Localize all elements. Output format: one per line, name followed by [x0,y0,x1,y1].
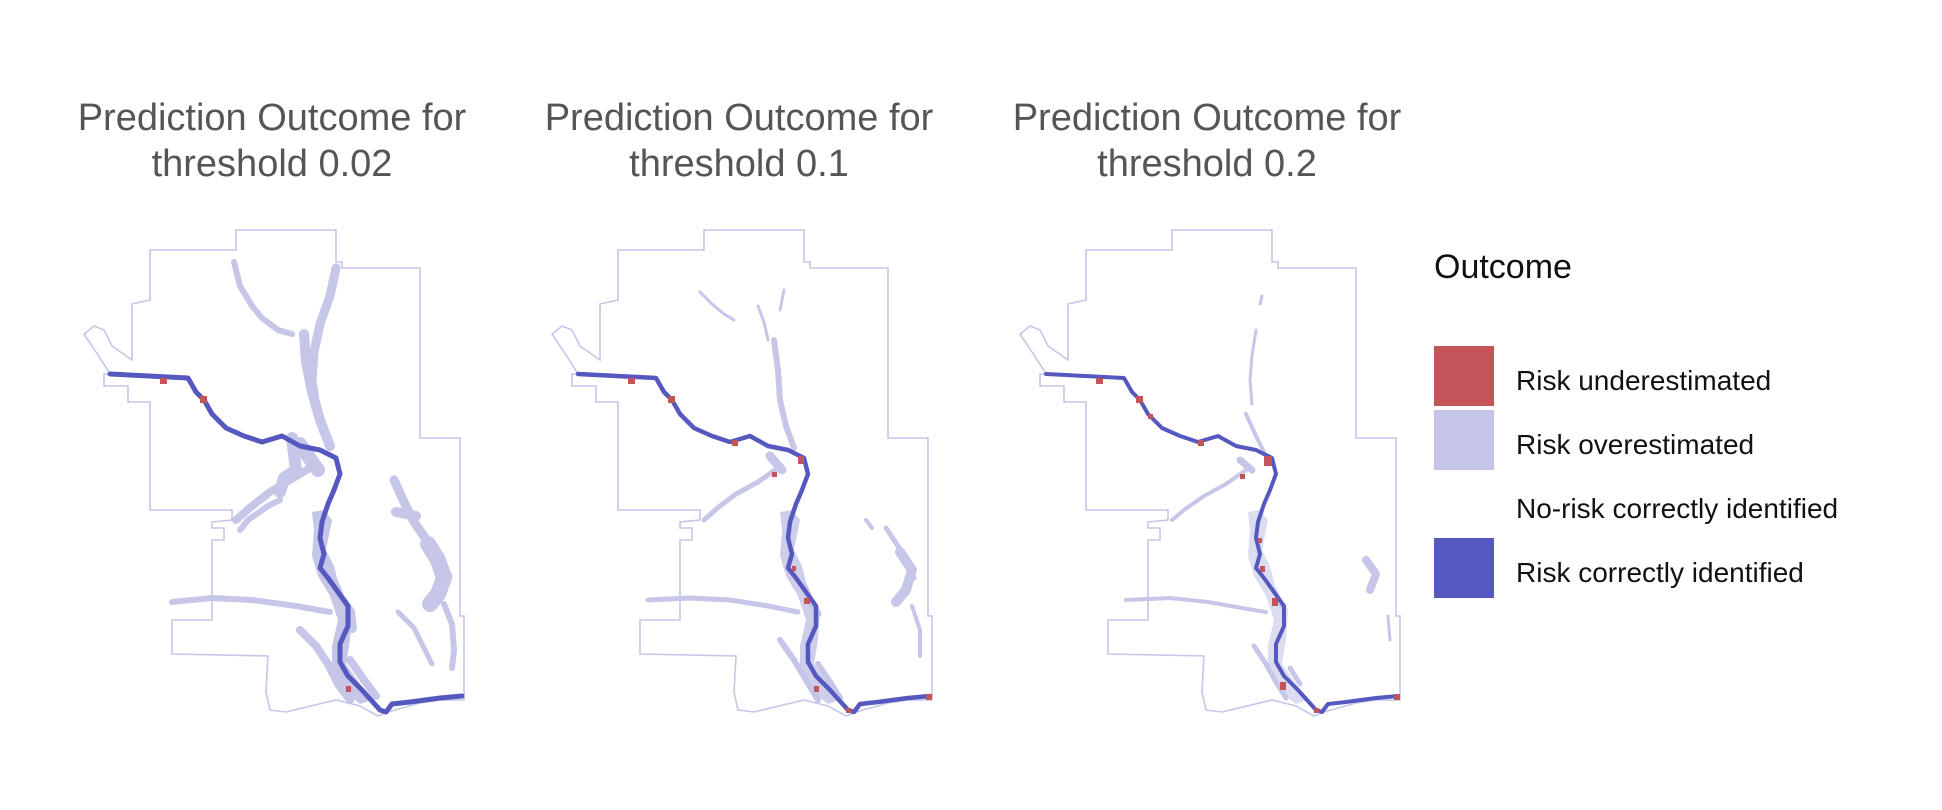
legend-label-overestimated: Risk overestimated [1516,429,1754,460]
panel-title-line2: threshold 0.1 [629,143,849,185]
city-boundary [551,229,933,717]
panel-threshold-002: Prediction Outcome for threshold 0.02 [78,97,467,717]
legend-swatch-underestimated [1434,346,1494,406]
panel-title-line2: threshold 0.2 [1097,143,1317,185]
map-panel-3 [1019,229,1401,717]
panel-threshold-02: Prediction Outcome for threshold 0.2 [1013,97,1402,717]
panel-title-line1: Prediction Outcome for [78,97,467,139]
legend-label-underestimated: Risk underestimated [1516,365,1771,396]
legend-swatch-overestimated [1434,410,1494,470]
panel-threshold-01: Prediction Outcome for threshold 0.1 [545,97,934,717]
map-panel-1 [83,229,465,717]
city-boundary [1019,229,1401,717]
legend-title: Outcome [1434,248,1572,286]
legend-swatch-no-risk-correct [1434,474,1494,534]
legend: Outcome Risk underestimated Risk overest… [1434,248,1838,598]
legend-label-no-risk-correct: No-risk correctly identified [1516,493,1838,524]
map-panel-2 [551,229,933,717]
panel-title-line1: Prediction Outcome for [545,97,934,139]
legend-swatch-risk-correct [1434,538,1494,598]
city-boundary [83,229,465,717]
panel-title-line1: Prediction Outcome for [1013,97,1402,139]
panel-title-line2: threshold 0.02 [152,143,393,185]
legend-label-risk-correct: Risk correctly identified [1516,557,1804,588]
